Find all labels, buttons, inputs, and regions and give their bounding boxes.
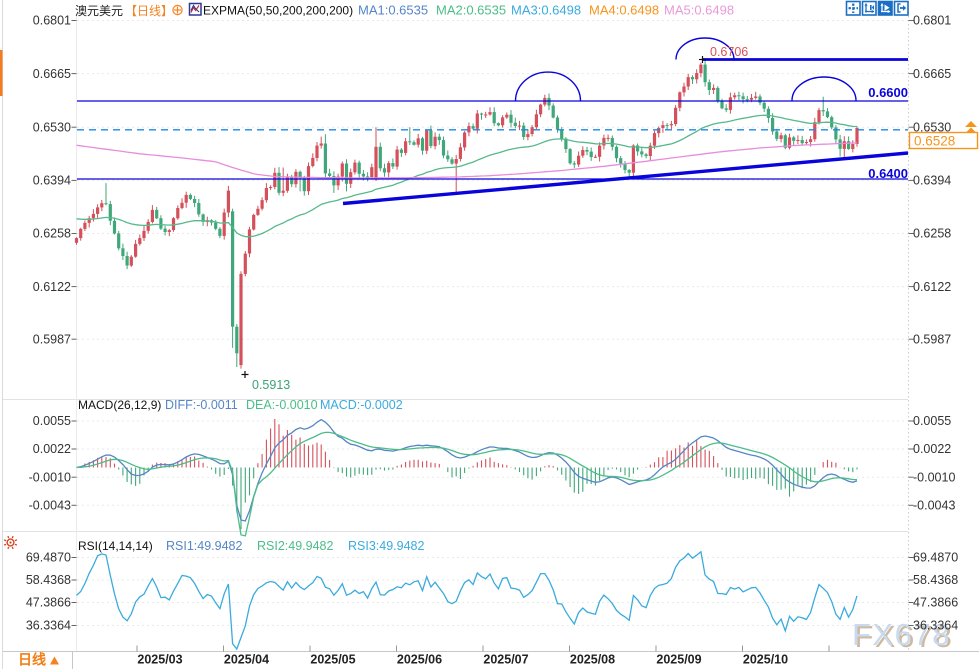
svg-text:-0.0043: -0.0043 [29, 499, 71, 513]
svg-text:2025/03: 2025/03 [137, 653, 182, 667]
svg-text:RSI2:49.9482: RSI2:49.9482 [257, 539, 333, 553]
svg-text:MA2:0.6535: MA2:0.6535 [436, 3, 506, 18]
svg-text:FX678: FX678 [852, 617, 951, 652]
svg-text:2025/07: 2025/07 [483, 653, 528, 667]
svg-text:MA4:0.6498: MA4:0.6498 [589, 3, 659, 18]
svg-text:69.4870: 69.4870 [26, 551, 71, 565]
svg-text:0.6530: 0.6530 [913, 120, 951, 134]
svg-text:47.3866: 47.3866 [26, 596, 71, 610]
svg-text:0.6706: 0.6706 [710, 45, 748, 59]
svg-text:MA3:0.6498: MA3:0.6498 [511, 3, 581, 18]
svg-text:2025/09: 2025/09 [656, 653, 701, 667]
svg-text:-0.0043: -0.0043 [913, 499, 955, 513]
svg-text:DIFF:-0.0011: DIFF:-0.0011 [165, 398, 238, 412]
svg-text:MACD:-0.0002: MACD:-0.0002 [320, 398, 403, 412]
svg-text:0.6258: 0.6258 [33, 227, 71, 241]
svg-text:0.6801: 0.6801 [33, 14, 71, 28]
svg-text:2025/08: 2025/08 [570, 653, 615, 667]
svg-text:58.4368: 58.4368 [913, 573, 958, 587]
svg-text:澳元美元: 澳元美元 [75, 4, 123, 18]
svg-text:0.6665: 0.6665 [913, 67, 951, 81]
svg-text:0.0022: 0.0022 [33, 442, 71, 456]
svg-text:-0.0010: -0.0010 [29, 470, 71, 484]
svg-text:0.0055: 0.0055 [33, 414, 71, 428]
svg-text:0.6530: 0.6530 [33, 120, 71, 134]
svg-text:FX678: FX678 [855, 619, 954, 654]
svg-text:0.5987: 0.5987 [913, 332, 951, 346]
svg-text:69.4870: 69.4870 [913, 551, 958, 565]
svg-text:RSI1:49.9482: RSI1:49.9482 [166, 539, 242, 553]
svg-text:58.4368: 58.4368 [26, 573, 71, 587]
svg-text:日线: 日线 [18, 652, 46, 668]
svg-text:0.6665: 0.6665 [33, 67, 71, 81]
svg-text:0.6801: 0.6801 [913, 14, 951, 28]
svg-text:0.6528: 0.6528 [914, 134, 955, 149]
svg-text:0.6600: 0.6600 [868, 85, 908, 100]
svg-text:2025/10: 2025/10 [743, 653, 788, 667]
svg-text:0.6394: 0.6394 [33, 174, 71, 188]
svg-text:0.6122: 0.6122 [33, 280, 71, 294]
svg-text:MACD(26,12,9): MACD(26,12,9) [78, 398, 161, 412]
svg-text:RSI(14,14,14): RSI(14,14,14) [78, 539, 153, 553]
svg-text:36.3364: 36.3364 [913, 619, 958, 633]
svg-text:36.3364: 36.3364 [26, 619, 71, 633]
svg-text:【日线】: 【日线】 [125, 4, 173, 18]
svg-text:DEA:-0.0010: DEA:-0.0010 [246, 398, 318, 412]
svg-text:2025/06: 2025/06 [397, 653, 442, 667]
svg-text:2025/05: 2025/05 [310, 653, 355, 667]
svg-text:0.6394: 0.6394 [913, 174, 951, 188]
svg-text:-0.0010: -0.0010 [913, 470, 955, 484]
svg-text:EXPMA(50,50,200,200,200): EXPMA(50,50,200,200,200) [203, 4, 353, 18]
svg-text:47.3866: 47.3866 [913, 596, 958, 610]
svg-text:0.6122: 0.6122 [913, 280, 951, 294]
svg-text:MA5:0.6498: MA5:0.6498 [664, 3, 734, 18]
svg-text:MA1:0.6535: MA1:0.6535 [358, 3, 428, 18]
svg-text:0.6258: 0.6258 [913, 227, 951, 241]
svg-text:0.5913: 0.5913 [252, 378, 290, 392]
svg-text:2025/04: 2025/04 [224, 653, 269, 667]
svg-text:0.5987: 0.5987 [33, 332, 71, 346]
svg-text:0.0055: 0.0055 [913, 414, 951, 428]
svg-text:0.0022: 0.0022 [913, 442, 951, 456]
svg-text:0.6400: 0.6400 [868, 166, 908, 181]
svg-text:RSI3:49.9482: RSI3:49.9482 [348, 539, 424, 553]
